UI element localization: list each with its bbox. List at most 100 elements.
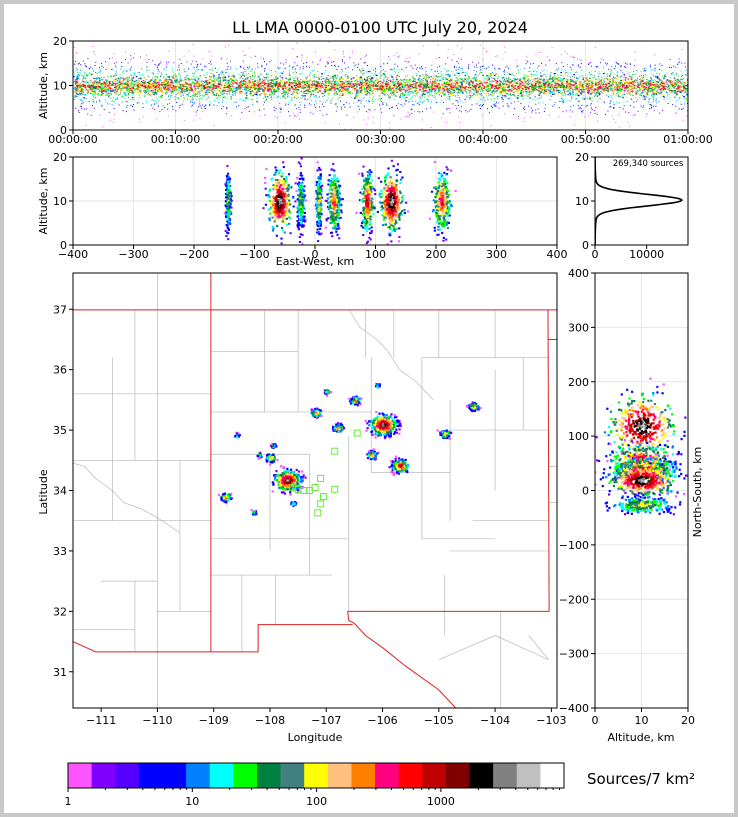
source-point bbox=[310, 86, 312, 88]
source-point bbox=[604, 85, 607, 88]
source-point bbox=[574, 89, 577, 91]
source-point bbox=[607, 79, 609, 81]
source-point bbox=[538, 87, 540, 89]
source-point bbox=[490, 125, 492, 127]
source-point bbox=[166, 63, 168, 65]
source-point bbox=[355, 93, 357, 95]
source-point bbox=[114, 83, 116, 85]
source-point bbox=[361, 90, 364, 92]
source-point bbox=[583, 88, 585, 90]
source-point bbox=[347, 66, 349, 68]
source-point bbox=[270, 94, 272, 96]
source-point bbox=[342, 50, 344, 52]
source-point bbox=[503, 113, 505, 115]
source-point bbox=[99, 70, 101, 72]
source-point bbox=[465, 80, 468, 82]
source-point bbox=[526, 79, 528, 81]
source-point bbox=[419, 101, 421, 103]
source-point bbox=[181, 90, 184, 92]
source-point bbox=[275, 107, 277, 109]
source-point bbox=[613, 68, 615, 70]
source-point bbox=[548, 78, 550, 80]
source-point bbox=[212, 88, 214, 90]
source-point bbox=[253, 91, 255, 93]
source-point bbox=[221, 108, 223, 110]
source-point bbox=[466, 95, 468, 97]
source-point bbox=[178, 81, 180, 83]
source-point bbox=[90, 83, 93, 85]
source-point bbox=[561, 97, 563, 99]
source-point bbox=[279, 71, 281, 73]
source-point bbox=[212, 92, 214, 94]
source-point bbox=[120, 68, 122, 70]
source-point bbox=[311, 85, 313, 87]
source-point bbox=[160, 96, 162, 98]
source-point bbox=[443, 68, 445, 70]
source-point bbox=[603, 90, 605, 92]
source-point bbox=[685, 74, 687, 76]
source-point bbox=[324, 92, 326, 94]
source-point bbox=[642, 74, 644, 76]
source-point bbox=[630, 88, 632, 90]
source-point bbox=[301, 96, 303, 98]
source-point bbox=[472, 61, 474, 63]
source-point bbox=[576, 97, 578, 99]
source-point bbox=[312, 61, 314, 63]
source-point bbox=[544, 107, 546, 109]
source-point bbox=[287, 89, 289, 91]
source-point bbox=[79, 87, 81, 89]
source-point bbox=[587, 83, 589, 86]
source-point bbox=[74, 90, 76, 92]
source-point bbox=[123, 88, 125, 90]
source-point bbox=[543, 73, 545, 75]
source-point bbox=[174, 73, 176, 75]
source-point bbox=[567, 72, 569, 74]
source-point bbox=[538, 65, 540, 67]
source-point bbox=[483, 97, 485, 99]
source-point bbox=[349, 93, 351, 95]
source-point bbox=[194, 101, 196, 103]
source-point bbox=[142, 74, 144, 76]
source-point bbox=[231, 78, 233, 80]
source-point bbox=[405, 76, 407, 78]
source-point bbox=[168, 99, 170, 101]
source-point bbox=[172, 75, 174, 77]
source-point bbox=[255, 55, 257, 57]
source-point bbox=[652, 69, 654, 71]
source-point bbox=[76, 52, 78, 54]
source-point bbox=[243, 86, 245, 89]
source-point bbox=[123, 70, 125, 72]
source-point bbox=[460, 47, 462, 49]
source-point bbox=[605, 89, 608, 91]
source-point bbox=[317, 71, 319, 73]
source-point bbox=[458, 96, 460, 98]
source-point bbox=[682, 82, 684, 84]
source-point bbox=[606, 78, 608, 80]
source-point bbox=[206, 88, 208, 90]
source-point bbox=[373, 68, 375, 70]
source-point bbox=[644, 81, 646, 83]
source-point bbox=[413, 78, 415, 80]
source-point bbox=[243, 71, 245, 73]
source-point bbox=[383, 101, 385, 103]
source-point bbox=[302, 85, 304, 87]
source-point bbox=[636, 78, 638, 80]
source-point bbox=[372, 100, 374, 102]
source-point bbox=[371, 67, 373, 69]
source-point bbox=[101, 95, 103, 97]
source-point bbox=[613, 73, 615, 75]
source-point bbox=[369, 75, 371, 77]
source-point bbox=[288, 72, 290, 74]
source-point bbox=[510, 102, 512, 104]
source-point bbox=[323, 86, 326, 88]
source-point bbox=[363, 72, 365, 74]
source-point bbox=[384, 82, 387, 85]
source-point bbox=[295, 72, 297, 74]
source-point bbox=[168, 75, 170, 78]
source-point bbox=[115, 74, 117, 76]
source-point bbox=[588, 73, 590, 75]
source-point bbox=[647, 101, 649, 103]
source-point bbox=[425, 108, 427, 110]
source-point bbox=[202, 111, 204, 113]
source-point bbox=[326, 81, 328, 83]
